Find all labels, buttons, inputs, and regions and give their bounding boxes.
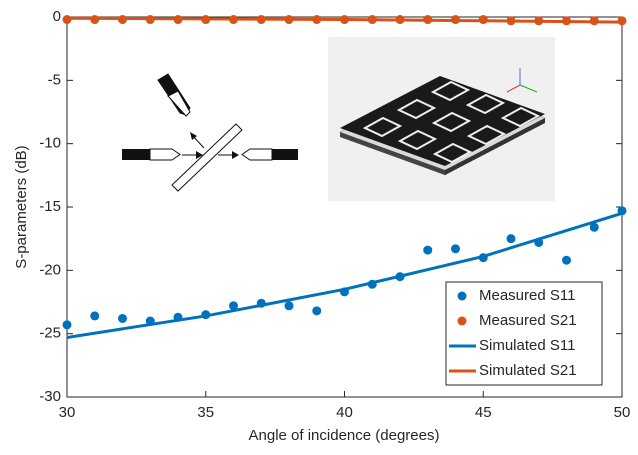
legend-marker	[458, 292, 467, 301]
x-tick-label: 35	[197, 404, 214, 421]
x-tick-label: 30	[59, 404, 76, 421]
data-point	[312, 306, 321, 315]
legend-label: Measured S21	[479, 312, 577, 329]
y-axis-label: S-parameters (dB)	[13, 145, 30, 268]
data-point	[423, 246, 432, 255]
data-point	[562, 256, 571, 265]
data-point	[118, 314, 127, 323]
y-tick-label: -5	[48, 71, 61, 88]
data-point	[451, 244, 460, 253]
y-tick-label: -30	[39, 388, 61, 405]
model-image	[328, 37, 555, 201]
data-point	[507, 234, 516, 243]
legend-label: Measured S11	[479, 287, 575, 304]
x-tick-label: 50	[614, 404, 631, 421]
y-tick-label: -15	[39, 198, 61, 215]
data-point	[63, 320, 72, 329]
legend-label: Simulated S21	[479, 362, 577, 379]
y-tick-label: -20	[39, 261, 61, 278]
data-point	[90, 311, 99, 320]
legend-label: Simulated S11	[479, 337, 575, 354]
legend-marker	[458, 317, 467, 326]
x-axis-label: Angle of incidence (degrees)	[249, 427, 440, 444]
chart: Angle of incidence (degrees) S-parameter…	[0, 0, 638, 450]
x-tick-label: 45	[475, 404, 492, 421]
x-tick-label: 40	[336, 404, 353, 421]
y-tick-label: 0	[53, 8, 61, 25]
y-tick-label: -10	[39, 135, 61, 152]
data-point	[285, 301, 294, 310]
y-tick-label: -25	[39, 325, 61, 342]
